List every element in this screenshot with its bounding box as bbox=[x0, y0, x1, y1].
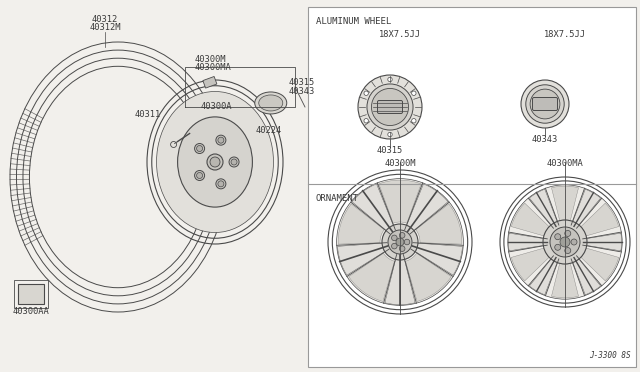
Bar bbox=[203, 77, 217, 88]
Ellipse shape bbox=[259, 95, 283, 111]
Circle shape bbox=[382, 224, 418, 260]
Circle shape bbox=[229, 157, 239, 167]
Bar bbox=[308, 7, 636, 367]
Circle shape bbox=[571, 239, 577, 245]
Circle shape bbox=[210, 157, 220, 167]
Circle shape bbox=[399, 232, 405, 238]
Circle shape bbox=[196, 173, 203, 179]
Polygon shape bbox=[405, 184, 448, 233]
Polygon shape bbox=[552, 263, 579, 298]
Text: 18X7.5JJ: 18X7.5JJ bbox=[544, 30, 586, 39]
Polygon shape bbox=[584, 233, 621, 251]
Circle shape bbox=[364, 119, 369, 123]
Polygon shape bbox=[529, 189, 558, 227]
Circle shape bbox=[530, 89, 560, 119]
Circle shape bbox=[560, 237, 570, 247]
Bar bbox=[18, 284, 44, 304]
Bar bbox=[14, 280, 48, 308]
Polygon shape bbox=[511, 248, 549, 281]
Circle shape bbox=[550, 227, 580, 257]
Polygon shape bbox=[416, 204, 462, 244]
Circle shape bbox=[412, 119, 416, 123]
Ellipse shape bbox=[255, 92, 287, 114]
Polygon shape bbox=[508, 233, 546, 251]
Text: 40312: 40312 bbox=[92, 15, 118, 24]
Ellipse shape bbox=[178, 117, 252, 207]
Polygon shape bbox=[572, 189, 600, 227]
Polygon shape bbox=[337, 243, 388, 275]
Ellipse shape bbox=[508, 185, 622, 299]
Circle shape bbox=[404, 239, 410, 245]
Circle shape bbox=[231, 159, 237, 165]
Text: 40224: 40224 bbox=[256, 126, 282, 135]
Polygon shape bbox=[338, 204, 384, 244]
Text: ORNAMENT: ORNAMENT bbox=[316, 193, 359, 202]
Circle shape bbox=[218, 137, 224, 143]
Circle shape bbox=[195, 144, 205, 154]
Text: 40343: 40343 bbox=[532, 135, 558, 144]
Text: 40300MA: 40300MA bbox=[547, 159, 584, 168]
Circle shape bbox=[543, 220, 587, 264]
Text: 40311: 40311 bbox=[134, 109, 161, 119]
Circle shape bbox=[367, 84, 413, 130]
Circle shape bbox=[218, 181, 224, 187]
Circle shape bbox=[216, 179, 226, 189]
Text: J-3300 8S: J-3300 8S bbox=[589, 350, 631, 359]
Polygon shape bbox=[379, 180, 421, 223]
Polygon shape bbox=[349, 253, 394, 302]
Ellipse shape bbox=[157, 92, 273, 232]
Text: 40315: 40315 bbox=[377, 146, 403, 155]
Polygon shape bbox=[552, 186, 579, 221]
Circle shape bbox=[396, 238, 404, 246]
Text: 40300M: 40300M bbox=[384, 159, 416, 168]
Polygon shape bbox=[352, 184, 395, 233]
Polygon shape bbox=[511, 203, 549, 236]
Text: 40315: 40315 bbox=[289, 78, 315, 87]
Circle shape bbox=[555, 234, 561, 240]
Polygon shape bbox=[572, 257, 600, 295]
Text: 18X7.5JJ: 18X7.5JJ bbox=[379, 30, 421, 39]
Text: 40300A: 40300A bbox=[201, 102, 232, 111]
Polygon shape bbox=[581, 203, 619, 236]
Text: ALUMINUM WHEEL: ALUMINUM WHEEL bbox=[316, 16, 391, 26]
Circle shape bbox=[196, 145, 203, 151]
Text: 40300AA: 40300AA bbox=[13, 307, 49, 316]
Circle shape bbox=[216, 135, 226, 145]
Ellipse shape bbox=[337, 179, 463, 305]
Text: 40312M: 40312M bbox=[89, 23, 121, 32]
Polygon shape bbox=[406, 253, 451, 302]
Text: 40300MA: 40300MA bbox=[195, 63, 232, 72]
Polygon shape bbox=[385, 256, 415, 305]
Circle shape bbox=[399, 246, 405, 251]
Circle shape bbox=[371, 89, 408, 126]
Text: 40343: 40343 bbox=[289, 87, 315, 96]
Circle shape bbox=[526, 85, 564, 123]
Polygon shape bbox=[529, 257, 558, 295]
Polygon shape bbox=[412, 243, 463, 275]
Circle shape bbox=[364, 91, 369, 96]
Circle shape bbox=[388, 132, 392, 137]
Circle shape bbox=[392, 243, 397, 249]
Circle shape bbox=[388, 230, 412, 254]
Circle shape bbox=[388, 77, 392, 82]
FancyBboxPatch shape bbox=[532, 97, 557, 110]
Circle shape bbox=[555, 244, 561, 250]
Circle shape bbox=[195, 170, 205, 180]
Circle shape bbox=[207, 154, 223, 170]
FancyBboxPatch shape bbox=[378, 100, 403, 113]
Circle shape bbox=[564, 230, 571, 237]
Circle shape bbox=[521, 80, 569, 128]
Polygon shape bbox=[581, 248, 619, 281]
Text: 40300M: 40300M bbox=[195, 55, 227, 64]
Circle shape bbox=[412, 91, 416, 96]
Circle shape bbox=[358, 75, 422, 139]
Circle shape bbox=[392, 235, 397, 241]
Circle shape bbox=[564, 247, 571, 254]
